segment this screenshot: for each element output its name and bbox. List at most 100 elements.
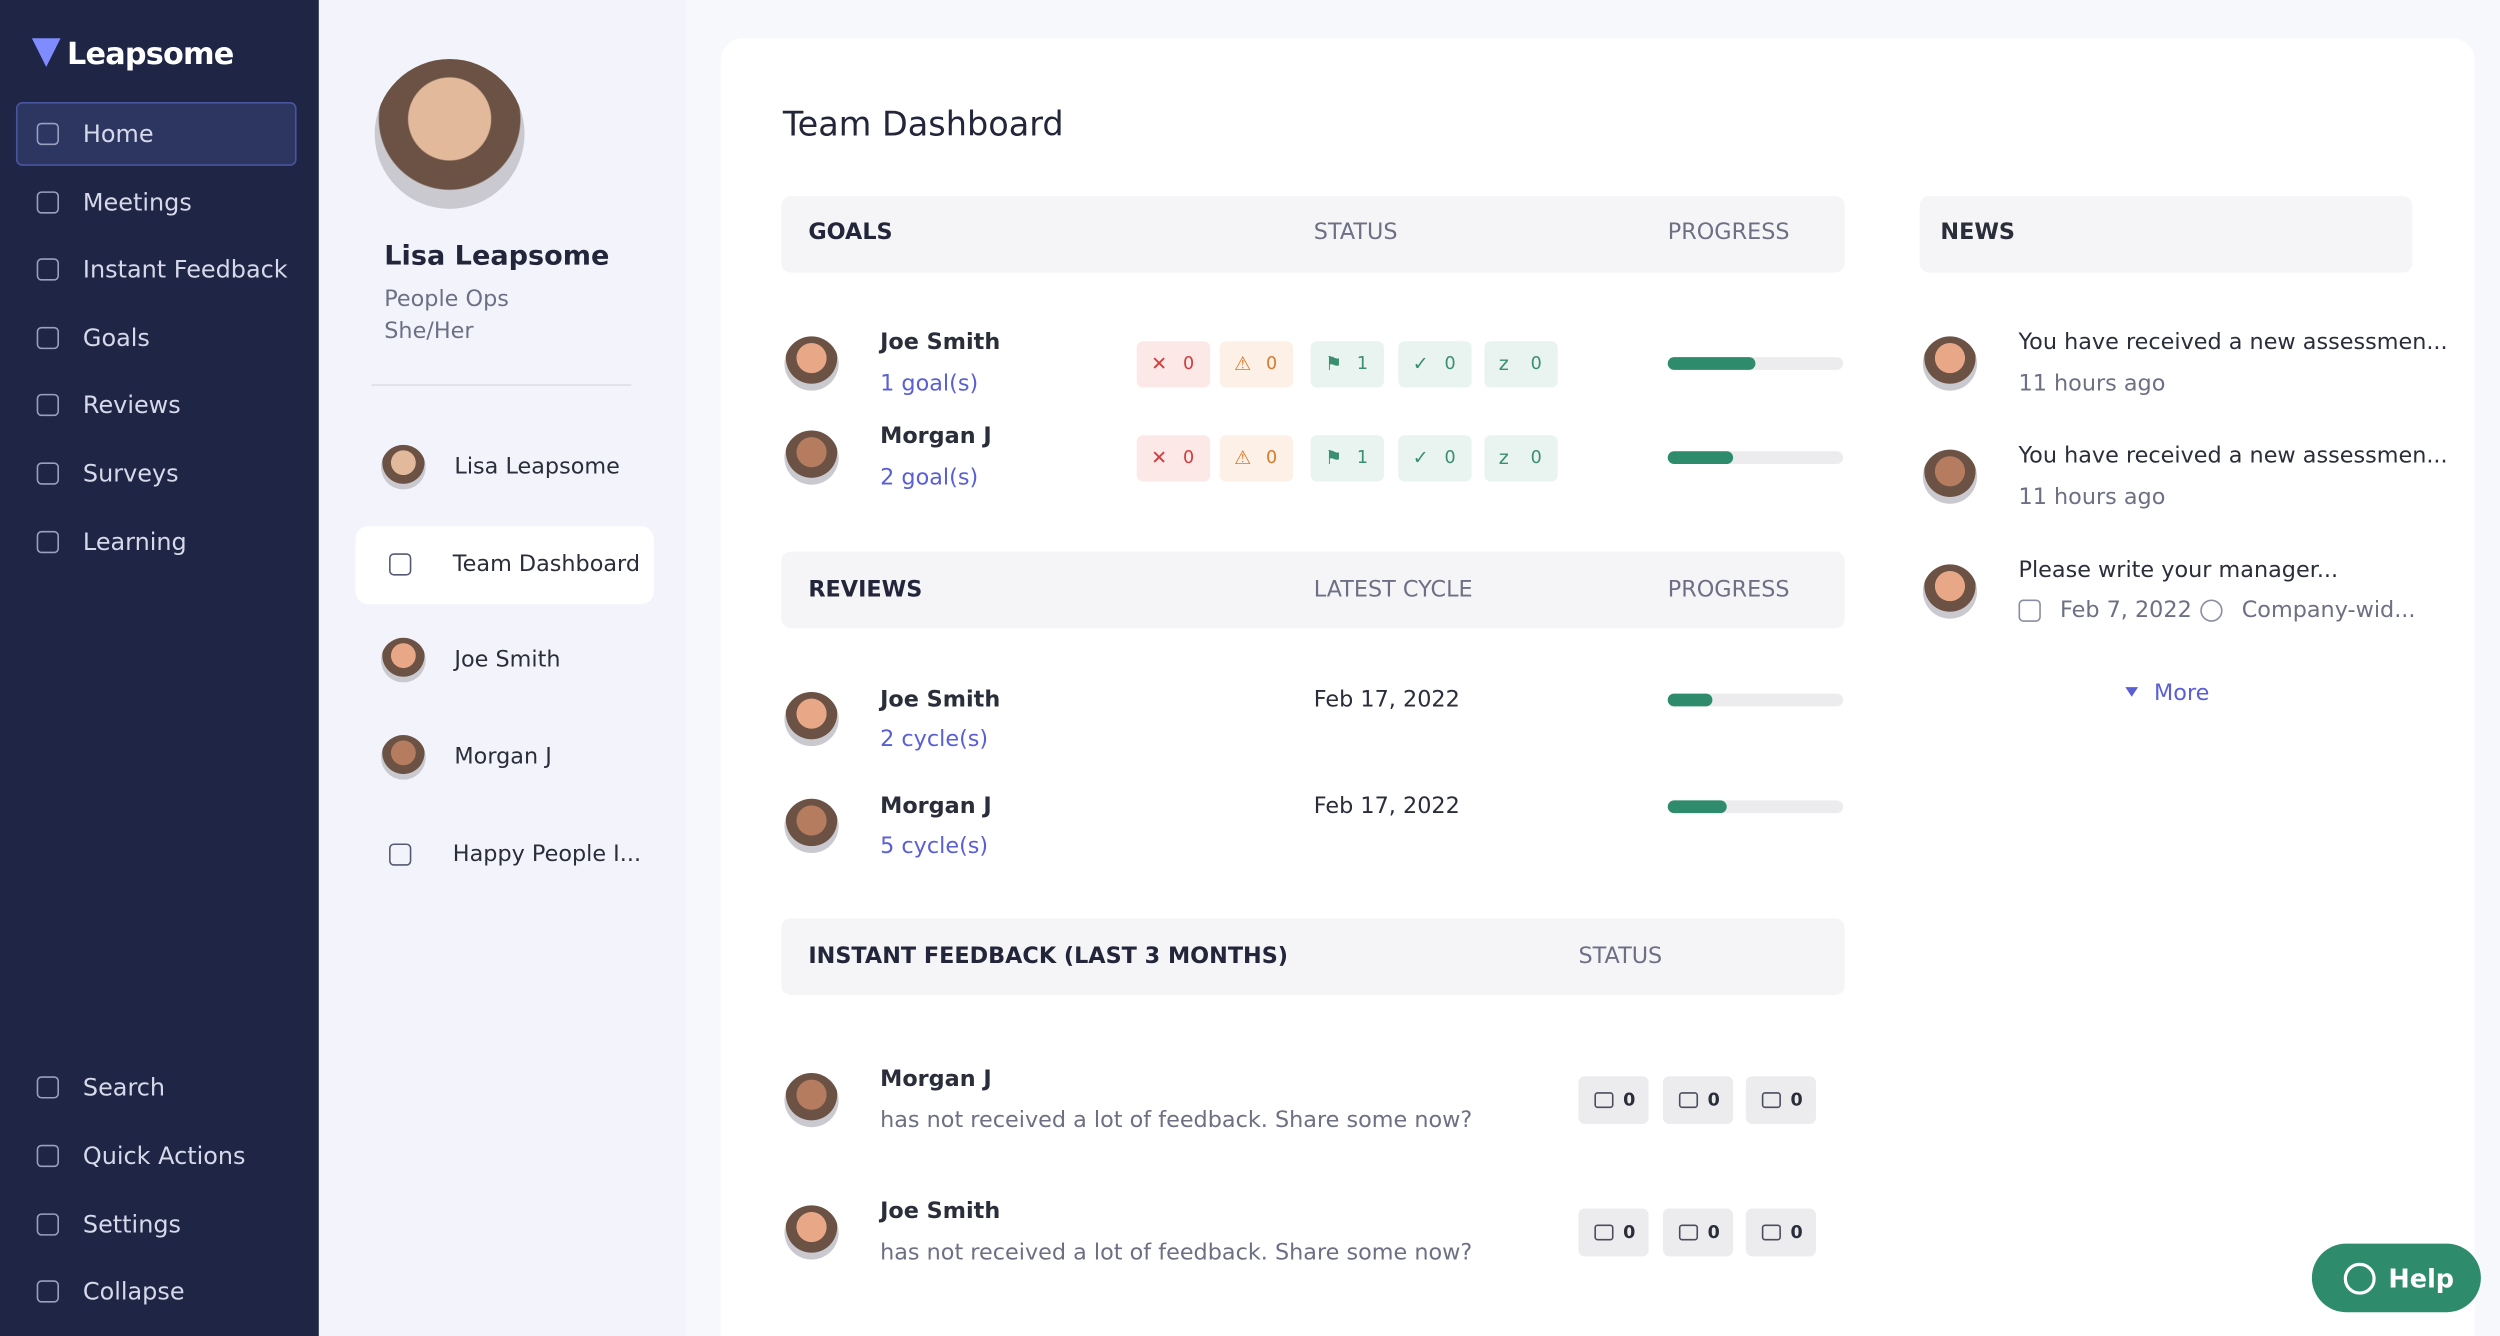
feedback-chip[interactable]: 0 bbox=[1578, 1208, 1649, 1257]
column-header: REVIEWS bbox=[808, 577, 923, 603]
avatar bbox=[1922, 449, 1978, 504]
latest-cycle: Feb 17, 2022 bbox=[1313, 687, 1460, 713]
feedback-chip[interactable]: 0 bbox=[1662, 1208, 1734, 1257]
goal-link[interactable]: 2 goal(s) bbox=[880, 465, 979, 492]
icon bbox=[36, 393, 59, 417]
progress-fill bbox=[1667, 451, 1733, 464]
feedback-prompt[interactable]: has not received a lot of feedback. Shar… bbox=[880, 1108, 1473, 1134]
status-count: 0 bbox=[1183, 353, 1195, 374]
status-chip: ✓ 0 bbox=[1398, 341, 1472, 388]
team-item[interactable]: Lisa Leapsome bbox=[454, 454, 620, 480]
nav-item[interactable]: Meetings bbox=[82, 188, 192, 217]
cycle-link[interactable]: 2 cycle(s) bbox=[880, 727, 989, 753]
section-header bbox=[781, 196, 1845, 273]
nav-item[interactable]: Learning bbox=[82, 527, 187, 557]
feedback-chip[interactable]: 0 bbox=[1745, 1208, 1817, 1257]
icon bbox=[36, 258, 59, 281]
status-icon: ✓ bbox=[1412, 352, 1429, 375]
icon bbox=[36, 530, 59, 554]
goal-link[interactable]: 1 goal(s) bbox=[880, 371, 979, 398]
status-count: 0 bbox=[1530, 447, 1542, 468]
cycle-link[interactable]: 5 cycle(s) bbox=[880, 833, 989, 860]
feedback-count: 0 bbox=[1707, 1222, 1720, 1243]
status-chip: ⚠ 0 bbox=[1219, 341, 1294, 388]
help-button[interactable]: Help bbox=[2311, 1243, 2481, 1313]
latest-cycle: Feb 17, 2022 bbox=[1313, 794, 1460, 820]
feedback-count: 0 bbox=[1623, 1089, 1636, 1111]
team-item[interactable]: Joe Smith bbox=[454, 647, 561, 673]
avatar bbox=[1922, 564, 1978, 619]
feedback-chip[interactable]: 0 bbox=[1578, 1076, 1649, 1125]
nav-item[interactable]: Search bbox=[82, 1073, 166, 1102]
nav-item[interactable]: Collapse bbox=[82, 1277, 185, 1306]
chip-icon bbox=[1594, 1092, 1614, 1109]
team-item[interactable]: Happy People I... bbox=[452, 841, 642, 868]
news-text[interactable]: You have received a new assessmen... bbox=[2018, 443, 2448, 469]
feedback-chip[interactable]: 0 bbox=[1745, 1076, 1817, 1125]
status-icon: ✕ bbox=[1151, 446, 1168, 469]
feedback-prompt[interactable]: has not received a lot of feedback. Shar… bbox=[880, 1240, 1473, 1266]
nav-item[interactable]: Surveys bbox=[82, 459, 179, 488]
status-count: 0 bbox=[1530, 353, 1542, 374]
icon bbox=[36, 191, 59, 214]
avatar bbox=[784, 798, 839, 854]
status-icon: z bbox=[1498, 352, 1509, 375]
progress-track bbox=[1667, 693, 1844, 707]
team-selected bbox=[355, 526, 654, 605]
news-scope: Company-wid... bbox=[2241, 597, 2416, 624]
news-text[interactable]: Please write your manager... bbox=[2018, 558, 2339, 584]
status-count: 0 bbox=[1265, 447, 1278, 468]
avatar bbox=[784, 336, 839, 391]
news-title: NEWS bbox=[1940, 220, 2016, 246]
person-name: Morgan J bbox=[880, 424, 992, 450]
nav-selected bbox=[15, 102, 297, 166]
nav-item[interactable]: Instant Feedback bbox=[82, 255, 288, 284]
team-item[interactable]: Morgan J bbox=[454, 744, 552, 771]
icon bbox=[36, 462, 59, 485]
column-header: STATUS bbox=[1578, 943, 1663, 970]
column-header: PROGRESS bbox=[1667, 220, 1790, 246]
avatar bbox=[784, 1205, 839, 1260]
status-chip: ✕ 0 bbox=[1136, 341, 1211, 388]
nav-item[interactable]: Goals bbox=[82, 323, 150, 353]
team-item[interactable]: Team Dashboard bbox=[452, 551, 641, 578]
icon bbox=[36, 1280, 59, 1303]
profile-name: Lisa Leapsome bbox=[384, 240, 610, 273]
nav-item[interactable]: Settings bbox=[82, 1210, 182, 1239]
progress-track bbox=[1667, 451, 1844, 464]
status-chip: ✕ 0 bbox=[1136, 435, 1211, 482]
news-time: 11 hours ago bbox=[2018, 484, 2166, 511]
news-text[interactable]: You have received a new assessmen... bbox=[2018, 330, 2448, 356]
status-icon: ⚠ bbox=[1234, 352, 1252, 375]
feedback-chip[interactable]: 0 bbox=[1662, 1076, 1734, 1125]
status-icon: ✕ bbox=[1151, 352, 1168, 375]
person-name: Joe Smith bbox=[880, 687, 1001, 713]
brand-mark bbox=[31, 38, 61, 67]
nav-item[interactable]: Reviews bbox=[82, 390, 181, 420]
chip-icon bbox=[1678, 1092, 1699, 1109]
icon bbox=[36, 1144, 59, 1168]
help-icon bbox=[2343, 1262, 2376, 1295]
column-header: GOALS bbox=[808, 220, 893, 246]
avatar bbox=[381, 735, 426, 780]
avatar bbox=[381, 637, 426, 683]
status-count: 0 bbox=[1444, 353, 1456, 374]
person-name: Joe Smith bbox=[880, 330, 1001, 356]
help-label[interactable]: Help bbox=[2388, 1263, 2455, 1294]
icon bbox=[2018, 599, 2041, 622]
more-link[interactable]: More bbox=[2154, 680, 2210, 707]
status-count: 1 bbox=[1356, 447, 1368, 468]
status-icon: ⚠ bbox=[1234, 446, 1252, 469]
nav-item[interactable]: Quick Actions bbox=[82, 1141, 246, 1171]
status-count: 0 bbox=[1444, 447, 1456, 468]
status-count: 1 bbox=[1356, 353, 1368, 374]
brand: Leapsome bbox=[66, 36, 234, 72]
status-chip: ✓ 0 bbox=[1398, 435, 1472, 482]
status-icon: ⚑ bbox=[1324, 352, 1343, 375]
status-chip: ⚠ 0 bbox=[1219, 435, 1294, 482]
status-chip: ⚑ 1 bbox=[1310, 341, 1384, 388]
nav-item[interactable]: Home bbox=[82, 119, 154, 149]
column-header: LATEST CYCLE bbox=[1313, 577, 1473, 603]
